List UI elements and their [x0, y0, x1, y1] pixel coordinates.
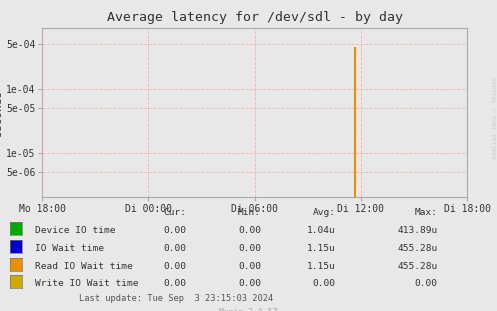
Text: Munin 2.0.57: Munin 2.0.57	[219, 308, 278, 311]
Text: Device IO time: Device IO time	[35, 226, 115, 235]
Text: 0.00: 0.00	[164, 226, 186, 235]
Text: 455.28u: 455.28u	[397, 262, 437, 271]
Text: 0.00: 0.00	[238, 226, 261, 235]
Text: IO Wait time: IO Wait time	[35, 244, 104, 253]
Text: 413.89u: 413.89u	[397, 226, 437, 235]
Text: Min:: Min:	[238, 208, 261, 217]
Text: Avg:: Avg:	[313, 208, 335, 217]
Text: 0.00: 0.00	[238, 262, 261, 271]
Text: Cur:: Cur:	[164, 208, 186, 217]
Text: 0.00: 0.00	[164, 279, 186, 288]
Text: 0.00: 0.00	[414, 279, 437, 288]
Y-axis label: seconds: seconds	[0, 89, 3, 136]
Text: 0.00: 0.00	[238, 244, 261, 253]
Text: Read IO Wait time: Read IO Wait time	[35, 262, 133, 271]
Text: Max:: Max:	[414, 208, 437, 217]
Text: 0.00: 0.00	[164, 244, 186, 253]
Text: 0.00: 0.00	[238, 279, 261, 288]
Text: Write IO Wait time: Write IO Wait time	[35, 279, 138, 288]
Text: RRDTOOL / TOBI OETIKER: RRDTOOL / TOBI OETIKER	[491, 77, 496, 160]
Text: 0.00: 0.00	[164, 262, 186, 271]
Text: 455.28u: 455.28u	[397, 244, 437, 253]
Title: Average latency for /dev/sdl - by day: Average latency for /dev/sdl - by day	[107, 11, 403, 24]
Text: 1.04u: 1.04u	[307, 226, 335, 235]
Text: 1.15u: 1.15u	[307, 244, 335, 253]
Text: 0.00: 0.00	[313, 279, 335, 288]
Text: 1.15u: 1.15u	[307, 262, 335, 271]
Text: Last update: Tue Sep  3 23:15:03 2024: Last update: Tue Sep 3 23:15:03 2024	[79, 294, 273, 303]
